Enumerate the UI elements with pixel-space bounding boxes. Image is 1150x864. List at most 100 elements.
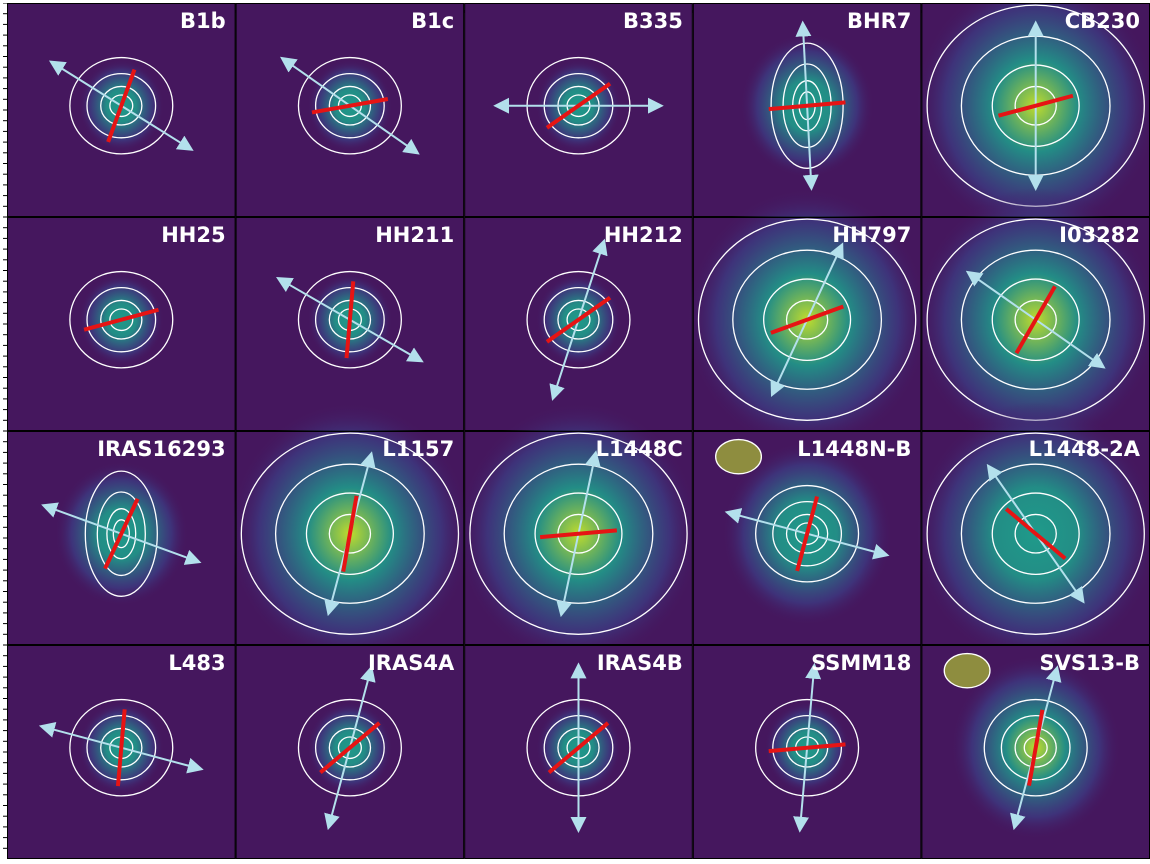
intensity-contour	[69, 56, 174, 155]
panel-iras4b	[464, 645, 693, 859]
intensity-contour	[86, 72, 157, 139]
magnetic-field-bar	[547, 721, 610, 775]
intensity-contour	[314, 714, 385, 781]
intensity-contour	[770, 42, 844, 169]
panel-frame	[7, 3, 236, 217]
magnetic-field-bar	[770, 304, 844, 335]
intensity-contour	[960, 249, 1111, 390]
outflow-arrow	[1035, 318, 1106, 369]
outflow-arrow	[48, 60, 122, 107]
panel-frame	[464, 431, 693, 645]
panel-svs13-b	[921, 645, 1150, 859]
outflow-arrow	[795, 20, 812, 106]
intensity-contour	[991, 492, 1080, 576]
panel-hh212	[464, 217, 693, 431]
outflow-arrow	[770, 319, 809, 398]
magnetic-field-bar	[997, 93, 1074, 118]
panel-frame	[464, 645, 693, 859]
outflow-arrow	[549, 319, 580, 401]
intensity-contour	[763, 278, 852, 362]
intensity-contour	[1000, 714, 1071, 781]
secondary-source	[715, 438, 763, 475]
panel-l1448n-b	[692, 431, 922, 645]
outflow-arrow	[806, 242, 844, 321]
intensity-contour	[314, 72, 385, 139]
magnetic-field-bar	[344, 281, 356, 359]
outflow-arrow	[577, 238, 608, 321]
intensity-contour	[109, 94, 134, 118]
magnetic-field-bar	[311, 97, 389, 115]
magnetic-field-bar	[545, 81, 612, 130]
outflow-arrow	[276, 277, 351, 321]
outflow-arrow	[986, 463, 1037, 535]
panel-grid-canvas	[7, 3, 1150, 859]
intensity-contour	[526, 270, 631, 369]
outflow-arrow	[724, 508, 808, 535]
magnetic-field-bar	[83, 307, 160, 332]
outflow-arrow	[806, 532, 890, 560]
outflow-arrow	[349, 318, 424, 363]
panel-l1448c	[456, 401, 701, 666]
panel-l1448-2a	[914, 401, 1150, 666]
intensity-contour	[328, 513, 372, 554]
panel-hh797	[685, 187, 929, 452]
intensity-contour	[297, 56, 402, 155]
intensity-contour	[926, 432, 1145, 635]
intensity-contour	[112, 519, 130, 549]
panel-grid: B1b B1c B335 BHR7 CB230 HH25 HH211 HH212 HH797 I0…	[7, 3, 1150, 859]
secondary-source	[943, 652, 991, 689]
intensity-contour	[69, 270, 174, 369]
intensity-contour	[100, 299, 143, 340]
outflow-arrow	[348, 665, 376, 748]
intensity-contour	[274, 463, 425, 604]
panel-ssmm18	[692, 645, 922, 859]
magnetic-field-bar	[115, 709, 127, 787]
magnetic-field-bar	[341, 495, 359, 573]
outflow-arrow	[556, 533, 580, 618]
intensity-contour	[983, 698, 1088, 797]
intensity-contour	[96, 491, 146, 577]
panel-l483	[7, 645, 236, 859]
panel-frame	[235, 645, 465, 859]
intensity-contour	[732, 249, 883, 390]
left-tick-axis	[0, 2, 7, 859]
outflow-arrow	[577, 450, 601, 534]
panel-hh211	[235, 217, 465, 431]
intensity-contour	[328, 727, 372, 768]
outflow-arrow	[280, 56, 351, 107]
outflow-arrow	[1034, 533, 1085, 604]
magnetic-field-bar	[795, 495, 820, 572]
panel-b335	[464, 3, 693, 217]
intensity-contour	[772, 714, 843, 781]
panel-frame	[7, 645, 236, 859]
magnetic-field-bar	[1027, 709, 1045, 787]
intensity-contour	[543, 286, 614, 353]
intensity-contour	[305, 492, 394, 576]
panel-l1157	[228, 401, 472, 666]
magnetic-field-bar	[319, 721, 381, 775]
outflow-arrow	[965, 270, 1037, 321]
intensity-contour	[328, 85, 372, 126]
intensity-contour	[1014, 727, 1057, 768]
intensity-contour	[84, 470, 158, 597]
panel-bhr7	[692, 3, 922, 217]
outflow-arrow	[802, 105, 819, 191]
intensity-contour	[1014, 513, 1057, 554]
panel-frame	[235, 3, 465, 217]
panel-cb230	[914, 3, 1150, 238]
dust-core	[914, 3, 1150, 238]
intensity-contour	[337, 736, 362, 760]
panel-iras4a	[235, 645, 465, 859]
magnetic-field-bar	[1014, 285, 1057, 355]
magnetic-field-bar	[539, 528, 618, 540]
intensity-contour	[785, 299, 829, 340]
outflow-arrow	[120, 104, 194, 151]
intensity-contour	[69, 698, 174, 797]
intensity-contour	[795, 522, 820, 546]
panel-frame	[7, 217, 236, 431]
panel-b1c	[235, 3, 465, 217]
intensity-contour	[297, 698, 402, 797]
panel-frame	[464, 3, 693, 217]
intensity-contour	[785, 513, 829, 554]
dust-core	[914, 187, 1150, 452]
